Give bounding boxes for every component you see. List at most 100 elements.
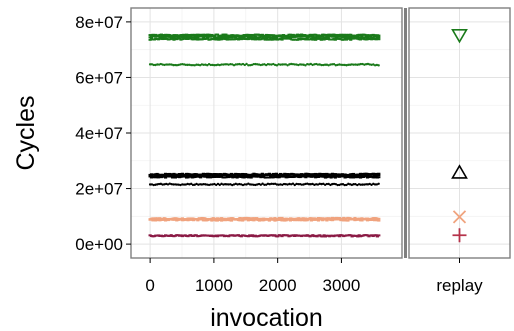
data-point bbox=[377, 64, 380, 67]
data-point bbox=[177, 183, 180, 186]
data-point bbox=[229, 219, 234, 222]
y-tick-label: 0e+00 bbox=[75, 235, 123, 254]
data-point bbox=[339, 63, 343, 66]
data-point bbox=[227, 183, 230, 186]
data-point bbox=[248, 175, 252, 178]
data-point bbox=[267, 219, 271, 222]
data-point bbox=[338, 63, 341, 66]
data-point bbox=[290, 34, 294, 37]
data-point bbox=[275, 64, 279, 67]
data-point bbox=[220, 63, 223, 66]
data-point bbox=[206, 36, 210, 39]
data-point bbox=[332, 174, 336, 177]
data-point bbox=[325, 172, 329, 175]
data-point bbox=[350, 174, 354, 177]
data-point bbox=[372, 63, 375, 66]
data-point bbox=[314, 183, 318, 186]
data-point bbox=[278, 218, 283, 221]
data-point bbox=[371, 36, 375, 39]
data-point bbox=[202, 63, 205, 67]
data-point bbox=[215, 33, 220, 36]
data-point bbox=[300, 183, 304, 186]
data-point bbox=[354, 183, 357, 186]
data-point bbox=[182, 183, 186, 186]
data-point bbox=[311, 182, 314, 186]
data-point bbox=[377, 234, 381, 237]
data-point bbox=[356, 63, 359, 66]
data-point bbox=[351, 217, 356, 220]
data-point bbox=[291, 173, 295, 176]
data-point bbox=[360, 219, 364, 222]
series-3 bbox=[148, 182, 380, 187]
data-point bbox=[322, 234, 326, 237]
data-point bbox=[252, 62, 255, 66]
data-point bbox=[293, 63, 296, 66]
data-point bbox=[183, 173, 187, 176]
data-point bbox=[262, 37, 266, 40]
data-point bbox=[148, 63, 152, 66]
data-point bbox=[259, 63, 263, 67]
data-point bbox=[348, 63, 352, 66]
data-point bbox=[214, 183, 218, 187]
series-1 bbox=[148, 62, 380, 67]
data-point bbox=[306, 62, 309, 66]
data-point bbox=[211, 63, 214, 67]
data-point bbox=[194, 34, 199, 37]
data-point bbox=[213, 34, 217, 37]
data-point bbox=[270, 182, 273, 185]
data-point bbox=[343, 183, 346, 187]
data-point bbox=[341, 183, 345, 186]
data-point bbox=[374, 234, 378, 237]
data-point bbox=[156, 218, 161, 221]
data-point bbox=[148, 183, 152, 186]
data-point bbox=[284, 63, 288, 66]
data-point bbox=[289, 62, 293, 66]
data-point bbox=[334, 64, 338, 67]
x-tick-label: 3000 bbox=[323, 276, 361, 295]
data-point bbox=[346, 219, 350, 222]
data-point bbox=[175, 63, 179, 67]
data-point bbox=[295, 182, 298, 186]
data-point bbox=[264, 37, 269, 40]
data-point bbox=[204, 183, 207, 186]
data-point bbox=[319, 38, 323, 41]
data-point bbox=[179, 63, 182, 66]
data-point bbox=[207, 183, 211, 187]
data-point bbox=[339, 183, 343, 186]
data-point bbox=[188, 63, 191, 67]
data-point bbox=[161, 63, 164, 66]
data-point bbox=[377, 38, 381, 41]
data-point bbox=[297, 182, 300, 186]
data-point bbox=[161, 183, 164, 186]
data-point bbox=[173, 176, 177, 179]
data-point bbox=[243, 63, 246, 67]
data-point bbox=[364, 175, 368, 178]
data-point bbox=[277, 183, 280, 186]
data-point bbox=[206, 183, 209, 186]
data-point bbox=[297, 33, 301, 36]
data-point bbox=[216, 63, 220, 66]
data-point bbox=[279, 183, 282, 186]
data-point bbox=[172, 183, 175, 186]
series-5 bbox=[148, 234, 381, 238]
data-point bbox=[361, 183, 364, 186]
data-point bbox=[248, 183, 252, 186]
data-point bbox=[316, 219, 321, 222]
data-point bbox=[250, 234, 255, 237]
data-point bbox=[225, 183, 229, 186]
data-point bbox=[282, 182, 286, 186]
data-point bbox=[307, 218, 311, 221]
data-point bbox=[199, 176, 203, 179]
x-tick-label: 1000 bbox=[195, 276, 233, 295]
data-point bbox=[263, 183, 266, 187]
data-point bbox=[343, 37, 347, 40]
data-point bbox=[214, 63, 218, 67]
data-point bbox=[350, 63, 354, 66]
data-point bbox=[356, 235, 360, 238]
data-point bbox=[349, 38, 353, 41]
data-point bbox=[322, 38, 326, 41]
data-point bbox=[149, 34, 154, 37]
data-point bbox=[349, 33, 353, 36]
data-point bbox=[195, 63, 198, 66]
data-point bbox=[368, 63, 371, 66]
